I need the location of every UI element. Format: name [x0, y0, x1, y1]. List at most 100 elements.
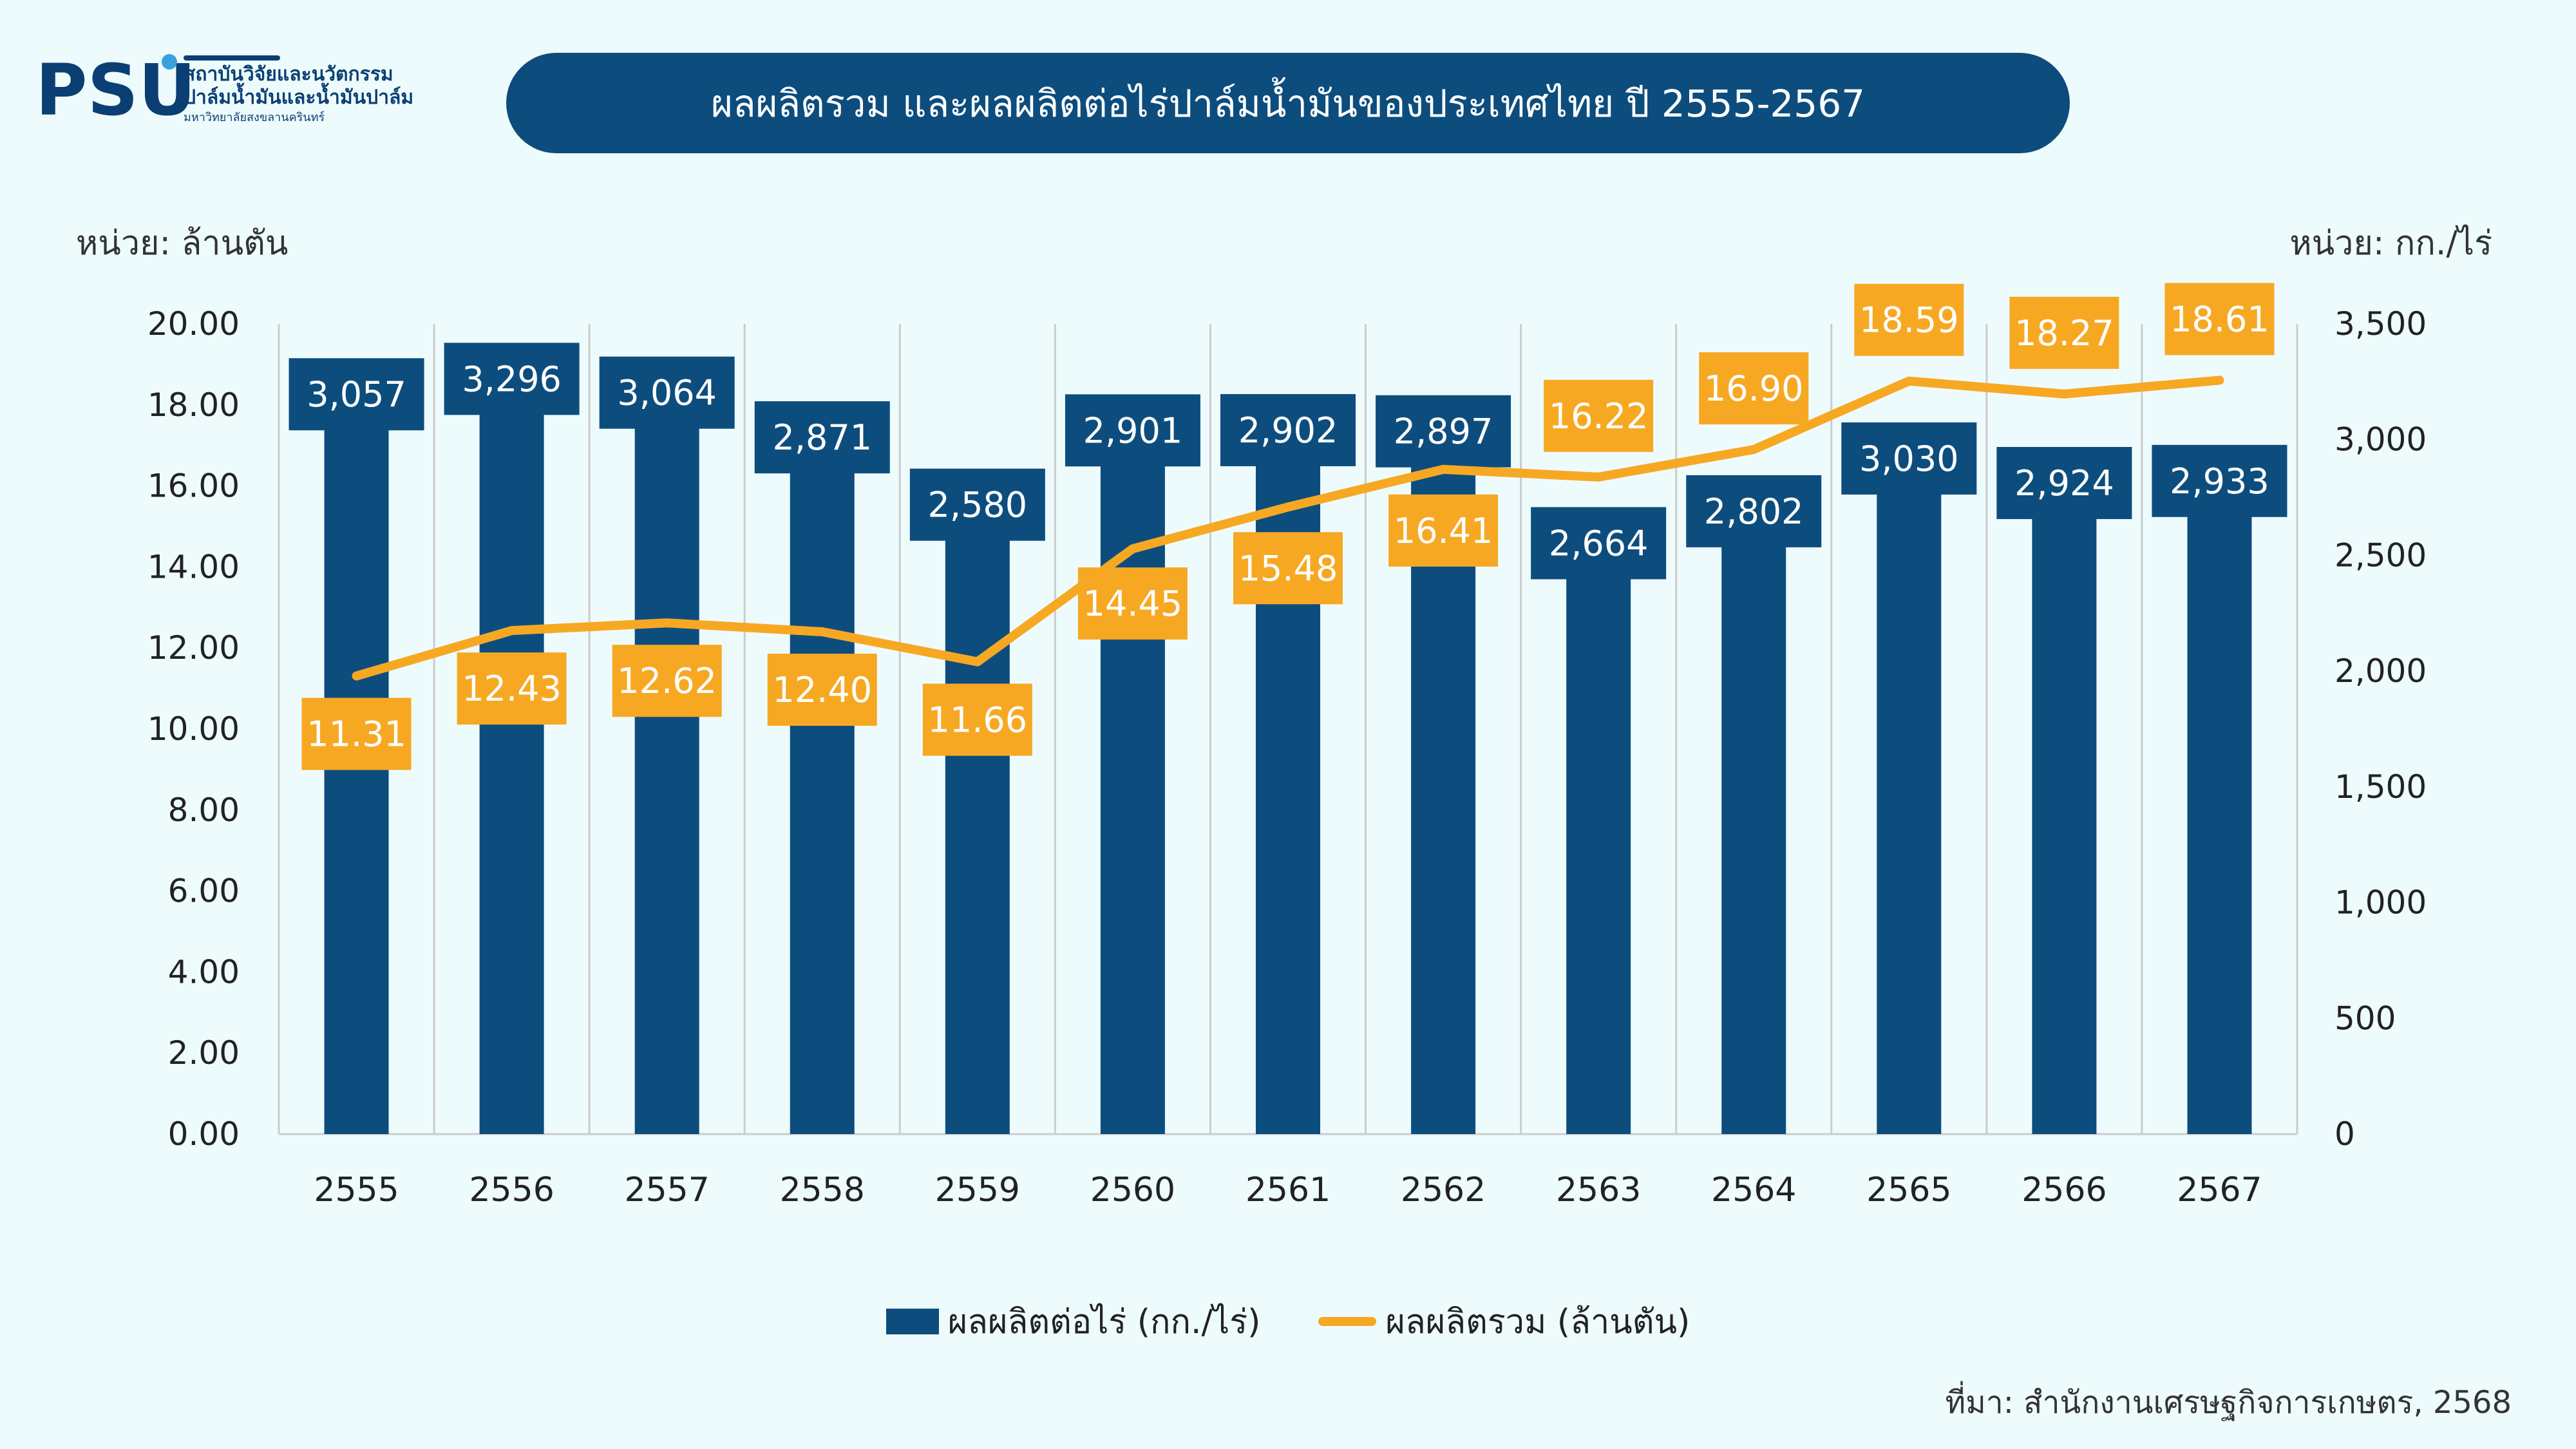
right-axis-unit: หน่วย: กก./ไร่	[2289, 224, 2492, 263]
line-label-box	[1544, 379, 1654, 452]
bar	[945, 536, 1010, 1134]
line-label-box	[2009, 296, 2119, 369]
legend-line-swatch	[1318, 1316, 1377, 1326]
bar	[1721, 485, 1786, 1134]
legend-item-bar: ผลผลิตต่อไร่ (กก./ไร่)	[886, 1294, 1261, 1348]
x-tick-label: 2559	[935, 1171, 1020, 1209]
logo-text: สถาบันวิจัยและนวัตกรรม ปาล์มน้ำมันและน้ำ…	[184, 63, 413, 126]
logo: PSU สถาบันวิจัยและนวัตกรรม ปาล์มน้ำมันแล…	[35, 50, 435, 147]
y-right-tick-label: 3,500	[2334, 305, 2427, 343]
line-label-box	[767, 654, 877, 726]
source-note: ที่มา: สำนักงานเศรษฐกิจการเกษตร, 2568	[1945, 1385, 2512, 1421]
bar-label-box	[1376, 395, 1511, 468]
bar-label-box	[1841, 422, 1977, 495]
x-tick-label: 2555	[314, 1171, 399, 1209]
logo-line-2: ปาล์มน้ำมันและน้ำมันปาล์ม	[184, 86, 414, 109]
bar-data-label: 2,902	[1238, 410, 1338, 451]
bar-data-label: 2,871	[772, 417, 872, 458]
y-left-tick-label: 0.00	[168, 1115, 240, 1153]
x-tick-label: 2567	[2177, 1171, 2262, 1209]
legend: ผลผลิตต่อไร่ (กก./ไร่) ผลผลิตรวม (ล้านตั…	[0, 1294, 2576, 1348]
bar-data-label: 2,664	[1549, 523, 1649, 564]
logo-divider	[184, 55, 280, 61]
bar-data-label: 2,924	[2014, 463, 2114, 504]
logo-line-1: สถาบันวิจัยและนวัตกรรม	[184, 63, 393, 86]
line-label-box	[1077, 567, 1188, 640]
y-right-tick-label: 2,500	[2334, 536, 2427, 574]
bar-data-label: 3,030	[1859, 439, 1959, 479]
y-left-tick-label: 6.00	[168, 873, 240, 910]
line-data-label: 11.66	[928, 700, 1028, 741]
bar-label-box	[1686, 475, 1822, 547]
line-data-label: 16.90	[1704, 368, 1804, 409]
bar-data-label: 3,064	[617, 373, 717, 413]
line-label-box	[457, 652, 567, 725]
line-label-box	[1854, 283, 1964, 356]
bar-data-label: 3,296	[462, 359, 562, 399]
x-tick-label: 2558	[780, 1171, 865, 1209]
line-label-box	[2164, 283, 2275, 355]
x-tick-label: 2560	[1090, 1171, 1175, 1209]
x-tick-label: 2562	[1401, 1171, 1486, 1209]
bar-label-box	[2152, 444, 2287, 517]
y-left-tick-label: 2.00	[168, 1034, 240, 1072]
y-right-tick-label: 0	[2334, 1115, 2355, 1153]
x-tick-label: 2564	[1711, 1171, 1796, 1209]
bar-data-label: 2,580	[928, 485, 1028, 526]
line-data-label: 14.45	[1083, 583, 1183, 624]
line-data-label: 12.40	[772, 670, 872, 710]
bar-label-box	[444, 343, 580, 415]
legend-bar-label: ผลผลิตต่อไร่ (กก./ไร่)	[947, 1303, 1261, 1341]
line-label-box	[1388, 494, 1499, 567]
bar	[324, 426, 389, 1135]
legend-line-label: ผลผลิตรวม (ล้านตัน)	[1385, 1303, 1690, 1341]
left-axis-unit: หน่วย: ล้านตัน	[76, 224, 289, 263]
chart-title: ผลผลิตรวม และผลผลิตต่อไร่ปาล์มน้ำมันของป…	[506, 53, 2070, 153]
bar-label-box	[1220, 393, 1356, 466]
line-label-box	[1699, 352, 1809, 424]
y-right-tick-label: 1,000	[2334, 884, 2427, 922]
bar-data-label: 2,901	[1083, 410, 1183, 451]
bar	[1411, 463, 1476, 1135]
bar-label-box	[289, 358, 424, 431]
y-right-tick-label: 3,000	[2334, 421, 2427, 459]
bar	[2032, 457, 2097, 1134]
line-data-label: 15.48	[1238, 548, 1338, 589]
bar-data-label: 2,897	[1394, 412, 1493, 452]
bar-label-box	[1065, 394, 1200, 467]
bar	[1566, 517, 1631, 1134]
psu-logo-icon: PSU	[35, 50, 190, 128]
bar-label-box	[909, 468, 1045, 541]
line-data-label: 12.43	[462, 668, 562, 709]
x-tick-label: 2556	[469, 1171, 554, 1209]
line-data-label: 11.31	[307, 714, 406, 755]
x-tick-label: 2566	[2022, 1171, 2107, 1209]
bar	[2187, 455, 2252, 1134]
bar-data-label: 3,057	[307, 374, 406, 415]
bar	[634, 424, 699, 1134]
bar	[1877, 432, 1942, 1135]
bar	[479, 371, 544, 1134]
y-left-tick-label: 14.00	[147, 548, 240, 585]
line-data-label: 18.27	[2014, 313, 2114, 354]
y-right-tick-label: 500	[2334, 999, 2396, 1037]
y-right-tick-label: 2,000	[2334, 652, 2427, 690]
line-data-label: 18.61	[2170, 299, 2269, 339]
y-right-tick-label: 1,500	[2334, 768, 2427, 806]
y-left-tick-label: 10.00	[147, 710, 240, 748]
y-left-tick-label: 12.00	[147, 629, 240, 667]
y-left-tick-label: 20.00	[147, 305, 240, 343]
line-label-box	[922, 683, 1032, 756]
bar-data-label: 2,933	[2170, 461, 2269, 502]
bar	[790, 469, 855, 1134]
legend-bar-swatch	[886, 1308, 939, 1334]
x-tick-label: 2563	[1556, 1171, 1641, 1209]
line-label-box	[1233, 532, 1343, 605]
legend-item-line: ผลผลิตรวม (ล้านตัน)	[1318, 1294, 1690, 1348]
bar-data-label: 2,802	[1704, 491, 1804, 532]
y-left-tick-label: 18.00	[147, 386, 240, 424]
bar-label-box	[1996, 447, 2132, 520]
x-tick-label: 2565	[1866, 1171, 1951, 1209]
y-left-tick-label: 4.00	[168, 953, 240, 990]
